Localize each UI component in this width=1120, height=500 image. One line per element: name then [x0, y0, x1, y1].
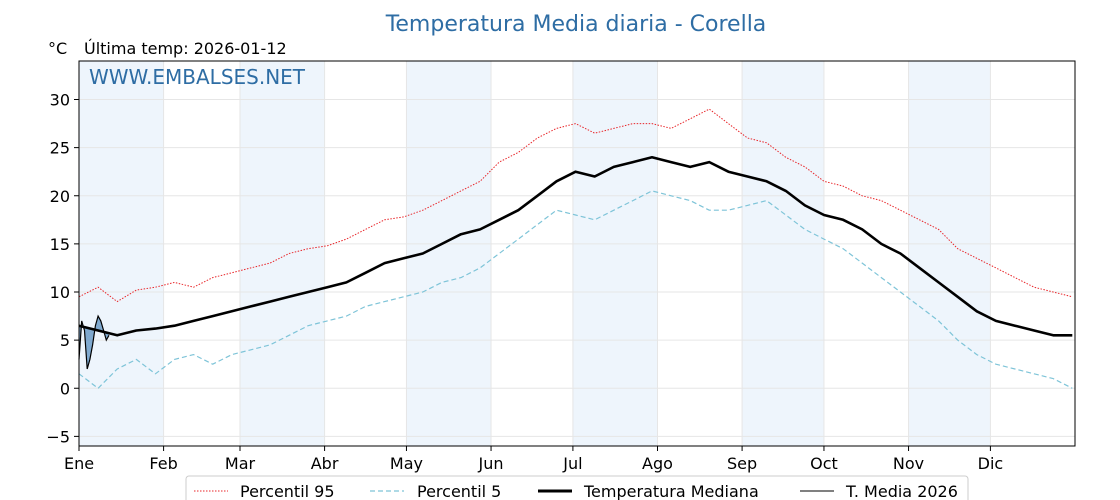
x-tick-label-mar: Mar: [225, 454, 256, 473]
series-percentil-5: [78, 190, 1073, 389]
y-unit-label: °C: [48, 39, 67, 58]
x-tick-label-sep: Sep: [727, 454, 757, 473]
y-tick-label: 0: [60, 379, 70, 398]
x-tick-label-oct: Oct: [810, 454, 838, 473]
plot-frame: [78, 60, 1076, 447]
y-tick-label: 15: [50, 235, 70, 254]
month-shade-jul: [572, 61, 658, 446]
x-tick-label-jun: Jun: [478, 454, 504, 473]
series-percentil-95: [78, 108, 1073, 303]
chart-title: Temperatura Media diaria - Corella: [385, 12, 767, 37]
y-tick-label: 20: [50, 187, 70, 206]
series-t-media-2026: [78, 314, 110, 370]
x-tick-label-abr: Abr: [311, 454, 339, 473]
legend-label-p95: Percentil 95: [240, 482, 335, 500]
legend: Percentil 95 Percentil 5 Temperatura Med…: [185, 475, 969, 500]
y-tick-label: 5: [60, 331, 70, 350]
legend-label-median: Temperatura Mediana: [583, 482, 759, 500]
legend-label-2026: T. Media 2026: [845, 482, 958, 500]
x-tick-label-ago: Ago: [642, 454, 673, 473]
month-shade-ene: [79, 61, 164, 446]
month-shade-nov: [908, 61, 991, 446]
series-temperatura-mediana: [78, 156, 1073, 337]
watermark: WWW.EMBALSES.NET: [89, 65, 306, 89]
last-temp-label: Última temp: 2026-01-12: [84, 39, 287, 58]
y-tick-label: −5: [46, 427, 70, 446]
y-tick-label: 30: [50, 91, 70, 110]
plot-area: −5 0 5 10 15 20 25 30 Ene Feb Mar Abr May Jun Jul Ago Se…: [46, 60, 1076, 473]
x-tick-label-jul: Jul: [562, 454, 582, 473]
x-tick-label-ene: Ene: [64, 454, 94, 473]
y-tick-label: 10: [50, 283, 70, 302]
y-tick-label: 25: [50, 139, 70, 158]
legend-label-p5: Percentil 5: [417, 482, 501, 500]
x-tick-label-feb: Feb: [149, 454, 177, 473]
month-shade-mar: [239, 61, 325, 446]
x-tick-label-nov: Nov: [893, 454, 924, 473]
x-tick-label-dic: Dic: [978, 454, 1004, 473]
month-shade-sep: [742, 61, 824, 446]
x-tick-label-may: May: [390, 454, 423, 473]
legend-box: [185, 475, 969, 500]
